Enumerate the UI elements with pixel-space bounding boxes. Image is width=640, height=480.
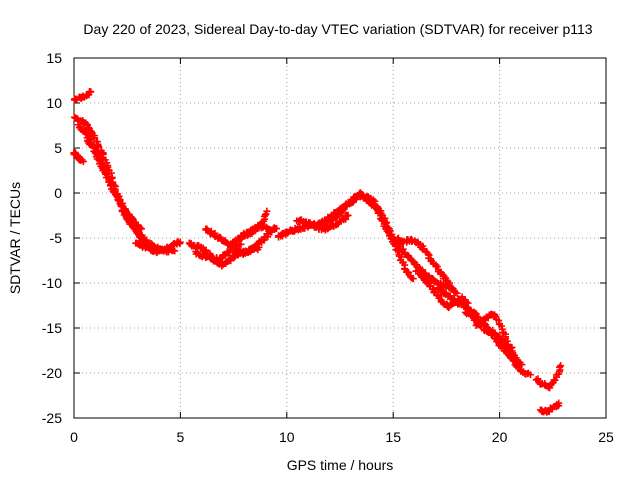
y-tick-label: -5 <box>50 230 63 246</box>
series-arc-5 <box>83 134 161 256</box>
y-axis-label: SDTVAR / TECUs <box>7 182 23 294</box>
data-point-marker <box>497 322 505 330</box>
x-tick-label: 10 <box>279 429 295 445</box>
y-tick-label: -15 <box>42 320 62 336</box>
data-point-marker <box>273 225 281 233</box>
data-point-marker <box>79 158 87 166</box>
series-arc-1 <box>70 88 95 104</box>
data-point-marker <box>171 247 179 255</box>
y-tick-label: 10 <box>46 95 62 111</box>
y-tick-label: -10 <box>42 275 62 291</box>
data-point-marker <box>265 225 273 233</box>
data-point-marker <box>557 362 565 370</box>
data-point-marker <box>109 187 117 195</box>
series-arc-16 <box>363 193 461 297</box>
y-tick-label: 15 <box>46 50 62 66</box>
data-point-marker <box>344 211 352 219</box>
data-point-marker <box>382 219 390 227</box>
x-tick-label: 25 <box>598 429 614 445</box>
series-arc-21 <box>472 310 518 360</box>
data-point-marker <box>176 238 184 246</box>
data-point-marker <box>263 207 271 215</box>
data-point-marker <box>509 355 517 363</box>
x-tick-label: 0 <box>70 429 78 445</box>
series-arc-17 <box>394 234 453 287</box>
y-tick-label: -25 <box>42 410 62 426</box>
series-arc-2 <box>70 149 87 166</box>
data-point-marker <box>409 275 417 283</box>
x-axis-label: GPS time / hours <box>287 457 394 473</box>
series-arc-14 <box>316 191 374 229</box>
data-point-marker <box>397 253 405 261</box>
data-point-marker <box>81 126 89 134</box>
data-point-marker <box>114 196 122 204</box>
series-arc-11 <box>237 207 271 239</box>
gridlines <box>74 58 606 418</box>
data-point-marker <box>107 182 115 190</box>
x-tick-label: 5 <box>177 429 185 445</box>
series-arc-6 <box>132 238 184 257</box>
x-tick-label: 15 <box>385 429 401 445</box>
y-tick-label: -20 <box>42 365 62 381</box>
series-arc-9 <box>202 224 281 258</box>
x-axis-ticks: 0 5 10 15 20 25 <box>70 58 614 445</box>
data-point-marker <box>445 279 453 287</box>
data-points <box>70 88 565 416</box>
y-axis-ticks: 15 10 5 0 -5 -10 -15 -20 -25 <box>42 50 606 426</box>
data-point-marker <box>526 371 534 379</box>
x-tick-label: 20 <box>492 429 508 445</box>
data-point-marker <box>137 225 145 233</box>
y-tick-label: 5 <box>54 140 62 156</box>
series-arc-22 <box>532 362 565 392</box>
data-point-marker <box>491 312 499 320</box>
data-point-marker <box>555 399 563 407</box>
data-point-marker <box>510 352 518 360</box>
data-point-marker <box>386 227 394 235</box>
data-point-marker <box>87 88 95 96</box>
y-tick-label: 0 <box>54 185 62 201</box>
series-arc-23 <box>536 399 563 416</box>
data-point-marker <box>453 289 461 297</box>
chart-title: Day 220 of 2023, Sidereal Day-to-day VTE… <box>83 21 592 37</box>
